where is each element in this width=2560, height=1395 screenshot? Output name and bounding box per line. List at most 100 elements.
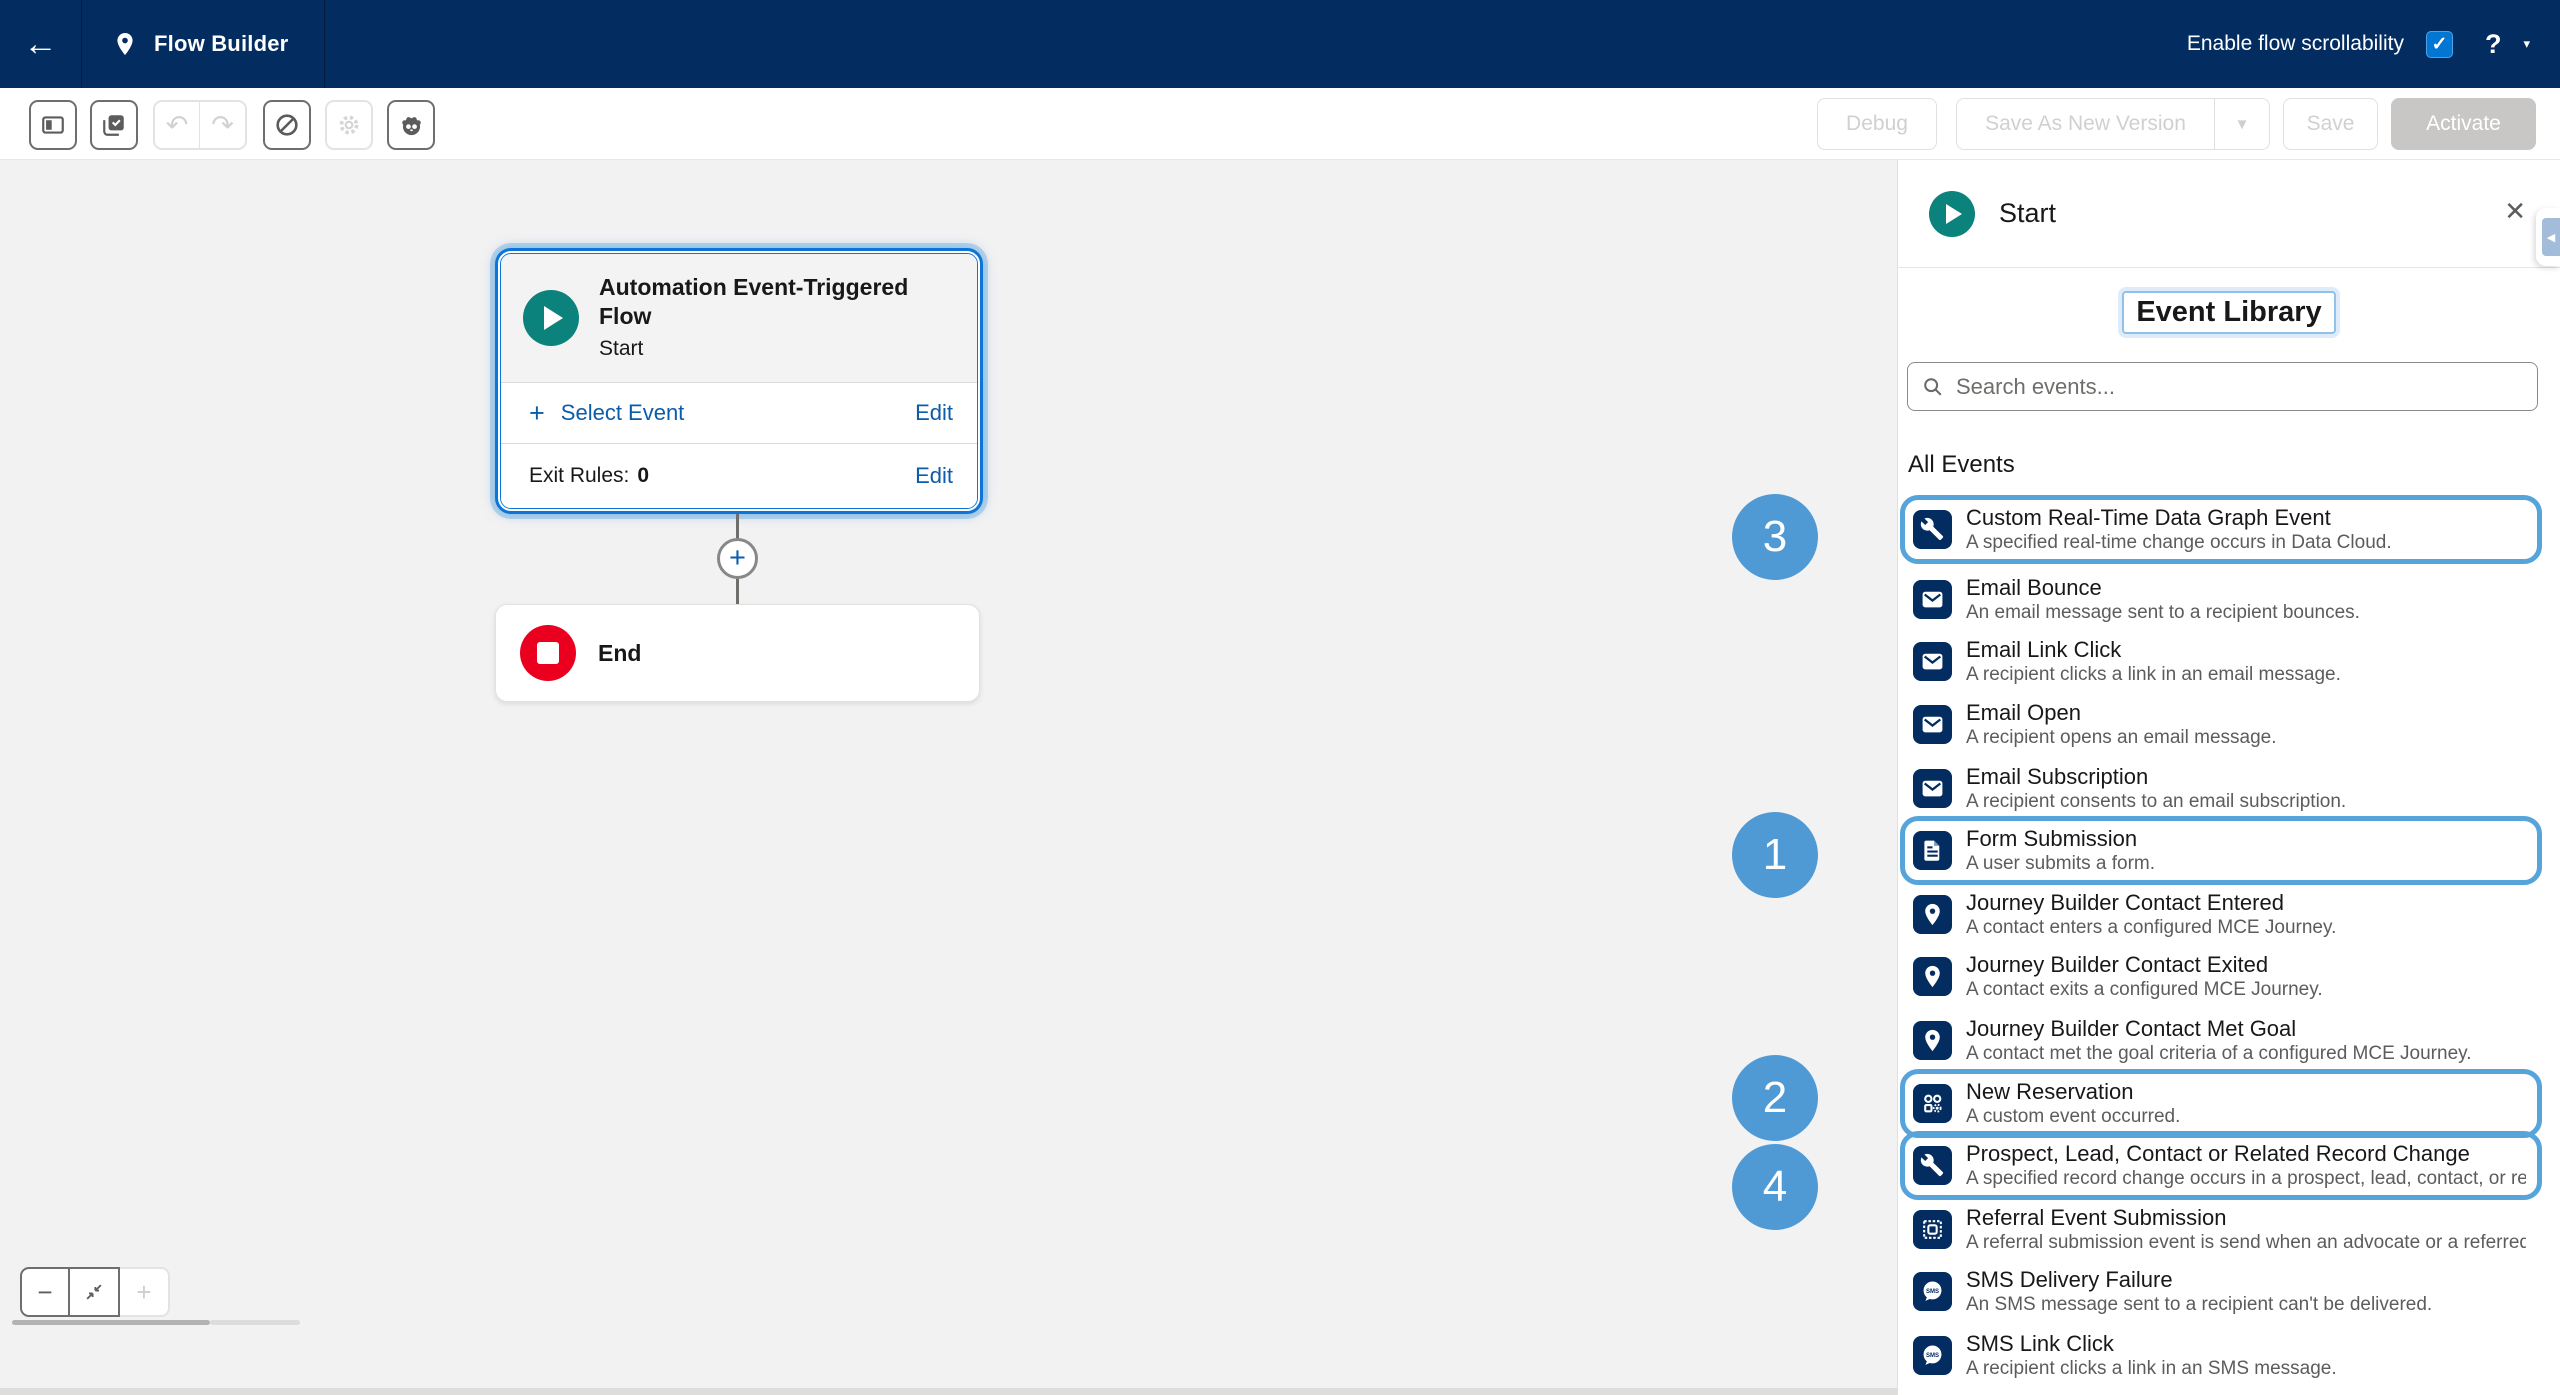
event-title: Email Link Click — [1966, 636, 2122, 662]
help-caret-icon[interactable]: ▾ — [2523, 36, 2530, 51]
stamp-icon — [1913, 1210, 1952, 1249]
envelope-icon — [1913, 769, 1952, 808]
exit-rules-edit-link[interactable]: Edit — [915, 463, 953, 488]
event-item-referral-event-submission[interactable]: Referral Event Submission A referral subm… — [1898, 1205, 2560, 1254]
zoom-out-button[interactable]: − — [20, 1267, 70, 1317]
undo-button[interactable]: ↶ — [155, 102, 201, 148]
scrollability-checkbox[interactable]: ✓ — [2425, 30, 2453, 58]
event-title: Referral Event Submission — [1966, 1204, 2227, 1230]
save-button[interactable]: Save — [2283, 98, 2378, 150]
start-config-panel: Start ✕ ◀ Event Library All Events Custo… — [1897, 160, 2560, 1395]
event-library-title: Event Library — [2122, 291, 2336, 334]
event-item-new-reservation[interactable]: New Reservation A custom event occurred. — [1898, 1069, 2560, 1138]
event-item-sms-link-click[interactable]: SMS Link Click A recipient clicks a link … — [1898, 1331, 2560, 1380]
save-as-new-version-button[interactable]: Save As New Version — [1985, 112, 2186, 135]
event-description: A custom event occurred. — [1966, 1105, 2181, 1127]
event-description: A contact enters a configured MCE Journe… — [1966, 916, 2337, 938]
event-item-custom-real-time-data-graph[interactable]: Custom Real-Time Data Graph Event A speci… — [1898, 495, 2560, 564]
event-title: New Reservation — [1966, 1078, 2134, 1104]
save-options-dropdown-button[interactable]: ▼ — [2214, 99, 2269, 149]
activate-button[interactable]: Activate — [2391, 98, 2536, 150]
end-node[interactable]: End — [495, 604, 980, 702]
panel-header: Start ✕ — [1898, 160, 2560, 268]
horizontal-scrollbar-thumb[interactable] — [12, 1320, 210, 1325]
start-node-title: Automation Event-Triggered Flow — [599, 274, 909, 329]
close-panel-button[interactable]: ✕ — [2504, 198, 2526, 224]
event-title: Journey Builder Contact Exited — [1966, 951, 2269, 977]
start-node[interactable]: Automation Event-Triggered Flow Start + … — [495, 248, 983, 514]
annotation-badge-1: 1 — [1732, 812, 1818, 898]
event-title: Journey Builder Contact Entered — [1966, 889, 2284, 915]
sms-icon — [1913, 1272, 1952, 1311]
start-node-subtitle: Start — [599, 337, 644, 360]
event-description: A recipient clicks a link in an SMS mess… — [1966, 1357, 2337, 1379]
event-item-email-bounce[interactable]: Email Bounce An email message sent to a r… — [1898, 575, 2560, 624]
event-description: A recipient clicks a link in an email me… — [1966, 663, 2341, 685]
save-as-new-version-split-button: Save As New Version ▼ — [1956, 98, 2270, 150]
event-title: Custom Real-Time Data Graph Event — [1966, 504, 2331, 530]
event-item-form-submission[interactable]: Form Submission A user submits a form. — [1898, 816, 2560, 885]
event-search-box — [1907, 362, 2538, 411]
envelope-icon — [1913, 580, 1952, 619]
start-node-header: Automation Event-Triggered Flow Start — [501, 254, 977, 382]
multi-select-check-icon — [103, 115, 124, 136]
left-triangle-icon: ◀ — [2546, 231, 2556, 244]
end-stop-icon — [520, 625, 576, 681]
debug-button[interactable]: Debug — [1817, 98, 1937, 150]
scrollability-label: Enable flow scrollability — [2186, 32, 2404, 55]
plus-icon: + — [136, 1276, 152, 1307]
event-description: A specified record change occurs in a pr… — [1966, 1167, 2526, 1189]
zoom-in-button[interactable]: + — [120, 1267, 170, 1317]
select-event-edit-link[interactable]: Edit — [915, 400, 953, 425]
assistant-button[interactable] — [387, 100, 435, 150]
event-title: Prospect, Lead, Contact or Related Recor… — [1966, 1140, 2470, 1166]
location-pin-icon — [117, 32, 133, 56]
search-icon — [1924, 377, 1942, 396]
wrench-icon — [1913, 510, 1952, 549]
exit-rules-label: Exit Rules: — [529, 464, 630, 487]
select-elements-button[interactable] — [90, 100, 138, 150]
event-title: Email Subscription — [1966, 763, 2149, 789]
event-item-email-open[interactable]: Email Open A recipient opens an email mes… — [1898, 700, 2560, 749]
envelope-icon — [1913, 642, 1952, 681]
toggle-element-panel-button[interactable] — [29, 100, 77, 150]
zoom-fit-button[interactable] — [70, 1267, 120, 1317]
event-title: Email Open — [1966, 699, 2081, 725]
start-play-icon — [1929, 190, 1975, 237]
custom-event-icon — [1913, 1084, 1952, 1123]
redo-button[interactable]: ↷ — [200, 102, 245, 148]
event-item-email-subscription[interactable]: Email Subscription A recipient consents t… — [1898, 764, 2560, 813]
horizontal-scrollbar-track — [210, 1320, 300, 1325]
exit-rules-row: Exit Rules: 0 Edit — [501, 443, 977, 508]
view-errors-button[interactable] — [263, 100, 311, 150]
search-input[interactable] — [1956, 373, 2523, 400]
add-element-button[interactable]: + — [717, 538, 758, 579]
event-item-jb-contact-met-goal[interactable]: Journey Builder Contact Met Goal A contac… — [1898, 1016, 2560, 1065]
start-play-icon — [523, 290, 579, 346]
end-node-label: End — [598, 639, 642, 666]
form-icon — [1913, 831, 1952, 870]
event-item-email-link-click[interactable]: Email Link Click A recipient clicks a lin… — [1898, 637, 2560, 686]
event-item-jb-contact-exited[interactable]: Journey Builder Contact Exited A contact … — [1898, 952, 2560, 1001]
help-button[interactable]: ? — [2484, 28, 2502, 59]
event-description: A referral submission event is send when… — [1966, 1231, 2526, 1253]
flow-settings-button[interactable] — [325, 100, 373, 150]
event-title: SMS Delivery Failure — [1966, 1266, 2173, 1292]
app-title-section: Flow Builder — [82, 0, 326, 88]
event-description: A specified real-time change occurs in D… — [1966, 531, 2392, 553]
collapse-panel-button[interactable]: ◀ — [2542, 218, 2560, 256]
event-item-sms-delivery-failure[interactable]: SMS Delivery Failure An SMS message sent … — [1898, 1267, 2560, 1316]
gear-icon — [339, 115, 359, 135]
add-event-icon[interactable]: + — [529, 397, 545, 428]
pin-icon — [1913, 1021, 1952, 1060]
back-button[interactable]: ← — [0, 0, 82, 88]
app-header: ← Flow Builder Enable flow scrollability… — [0, 0, 2560, 88]
event-item-prospect-lead-contact-change[interactable]: Prospect, Lead, Contact or Related Recor… — [1898, 1131, 2560, 1200]
flow-canvas[interactable]: Automation Event-Triggered Flow Start + … — [0, 160, 1897, 1395]
zoom-controls: − + — [20, 1267, 170, 1317]
event-item-jb-contact-entered[interactable]: Journey Builder Contact Entered A contact… — [1898, 890, 2560, 939]
minus-icon: − — [37, 1276, 53, 1307]
exit-rules-count: 0 — [637, 464, 650, 487]
annotation-badge-2: 2 — [1732, 1055, 1818, 1141]
select-event-link[interactable]: Select Event — [560, 400, 685, 425]
